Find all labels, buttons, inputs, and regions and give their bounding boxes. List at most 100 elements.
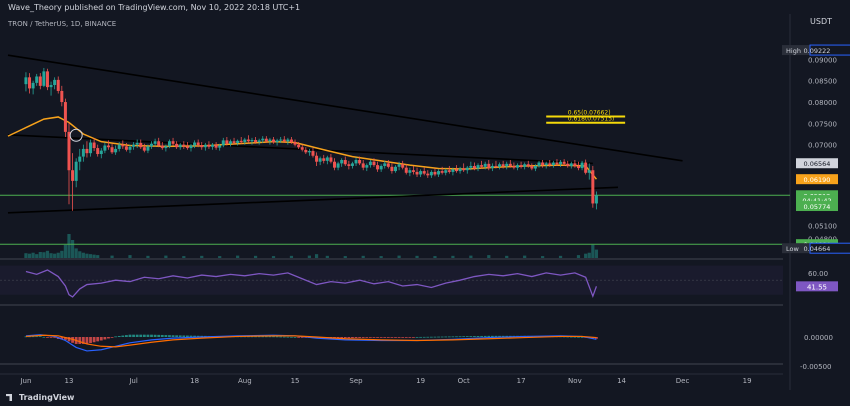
candle-body [297, 144, 301, 148]
candle-body [379, 165, 383, 170]
candle-body [264, 138, 268, 142]
candle-body [103, 145, 107, 151]
volume-bar [63, 244, 68, 258]
volume-bar [397, 255, 401, 258]
candle-body [519, 165, 523, 167]
macd-histogram-bar [397, 337, 401, 338]
candle-body [411, 170, 415, 172]
time-tick-label: Jun [19, 377, 31, 385]
candle-body [386, 163, 390, 167]
volume-bar [70, 240, 75, 258]
macd-histogram-bar [433, 336, 437, 338]
macd-histogram-bar [401, 337, 405, 338]
candle-body [512, 165, 516, 168]
candle-body [515, 165, 519, 168]
macd-histogram-bar [383, 337, 387, 338]
time-tick-label: 19 [743, 377, 752, 385]
macd-histogram-bar [297, 337, 301, 338]
macd-histogram-bar [250, 336, 254, 338]
candle-body [376, 165, 380, 170]
macd-histogram-bar [189, 335, 193, 337]
volume-bar [110, 255, 114, 258]
macd-histogram-bar [114, 336, 118, 338]
candle-body [498, 164, 502, 167]
macd-histogram-bar [451, 336, 455, 338]
volume-bar [60, 250, 64, 258]
macd-histogram-bar [135, 334, 139, 337]
volume-bar [67, 234, 71, 258]
macd-histogram-bar [92, 337, 96, 343]
macd-histogram-bar [103, 337, 107, 340]
time-tick-label: 15 [291, 377, 300, 385]
symbol-line: TRON / TetherUS, 1D, BINANCE [8, 20, 117, 28]
candle-body [483, 163, 487, 167]
macd-histogram-bar [146, 334, 150, 337]
candle-body [333, 161, 337, 168]
price-tick-label: 0.05100 [808, 223, 837, 231]
time-tick-label: 13 [65, 377, 74, 385]
candle-body [207, 144, 211, 147]
signal-line [25, 334, 597, 348]
candle-body [551, 162, 555, 166]
volume-bar [487, 255, 491, 258]
volume-bar [594, 249, 599, 258]
volume-bar [24, 253, 28, 258]
candle-body [218, 145, 222, 148]
volume-bar [164, 255, 168, 258]
candle-body [257, 140, 261, 143]
candle-body [182, 144, 186, 147]
candle-body [28, 77, 32, 89]
published-caption: Wave_Theory published on TradingView.com… [8, 3, 301, 12]
volume-bar [361, 255, 365, 258]
macd-histogram-bar [254, 336, 257, 338]
candle-body [336, 163, 340, 168]
price-label-badge [809, 242, 850, 254]
candle-body [555, 162, 559, 165]
macd-histogram-bar [490, 335, 494, 337]
macd-histogram-bar [501, 335, 505, 337]
candle-body [508, 163, 512, 166]
candle-body [419, 171, 423, 175]
candle-body [505, 163, 509, 167]
macd-histogram-bar [107, 337, 110, 339]
candle-body [429, 171, 433, 176]
macd-histogram-bar [286, 336, 290, 338]
price-label-value: 0.06564 [804, 160, 831, 168]
candle-body [78, 156, 82, 162]
candle-body [164, 146, 168, 149]
candle-body [304, 149, 308, 153]
candle-body [167, 141, 171, 147]
macd-histogram-bar [494, 335, 498, 337]
macd-histogram-bar [390, 337, 394, 338]
candle-body [408, 170, 412, 173]
macd-histogram-bar [300, 337, 304, 338]
candle-body [530, 165, 534, 169]
macd-histogram-bar [31, 336, 35, 338]
macd-histogram-bar [60, 337, 64, 340]
macd-histogram-bar [35, 336, 39, 338]
price-tick-label: 0.09000 [808, 56, 837, 64]
volume-bar [56, 252, 60, 258]
macd-histogram-bar [182, 335, 186, 337]
candle-body [232, 141, 236, 143]
candle-body [293, 142, 297, 145]
candle-body [444, 170, 448, 173]
volume-bar [146, 255, 150, 258]
candle-body [347, 164, 351, 166]
volume-bar [307, 255, 311, 258]
candle-body [311, 151, 315, 156]
candle-body [92, 142, 96, 149]
candle-body [548, 163, 552, 166]
candle-body [268, 139, 272, 142]
candle-body [24, 77, 28, 85]
macd-histogram-bar [42, 336, 46, 338]
rsi-value-badge [796, 281, 838, 292]
candle-body [559, 161, 563, 165]
macd-histogram-bar [132, 334, 135, 337]
macd-histogram-bar [372, 337, 376, 338]
macd-histogram-bar [376, 337, 379, 338]
candle-body [361, 163, 365, 168]
macd-histogram-bar [487, 335, 491, 337]
